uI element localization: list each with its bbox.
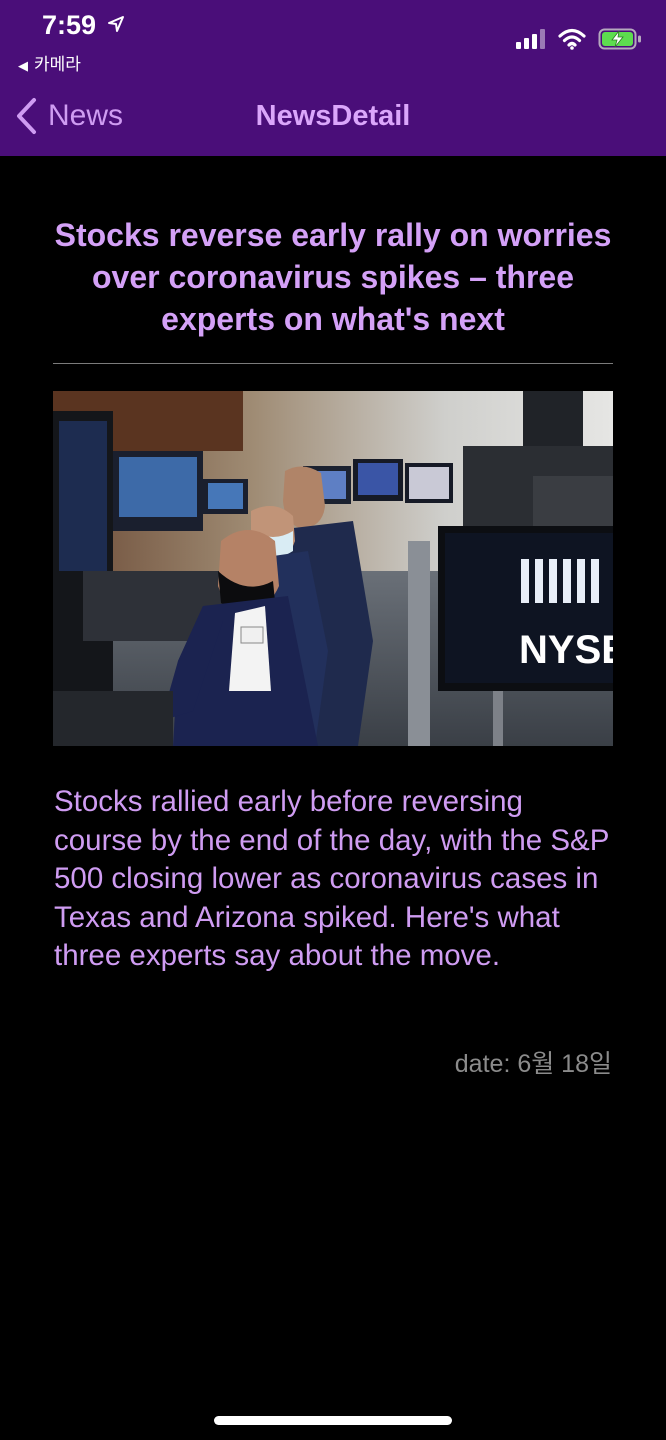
location-arrow-icon: [108, 16, 124, 32]
wifi-icon: [558, 28, 586, 50]
chevron-left-icon: [17, 98, 36, 134]
status-time: 7:59: [42, 10, 97, 40]
back-triangle-icon: ◀: [18, 58, 28, 73]
stock-exchange-photo: NYSE: [53, 391, 613, 746]
back-button-label: News: [48, 99, 124, 132]
home-indicator[interactable]: [214, 1416, 452, 1425]
navigation-header: 7:59 ◀ 카메라 News NewsDetail: [0, 0, 666, 156]
status-icons: [516, 28, 642, 50]
nyse-sign-text: NYSE: [519, 628, 613, 672]
article-headline: Stocks reverse early rally on worries ov…: [54, 217, 612, 337]
back-button[interactable]: News: [14, 96, 123, 136]
article-date: date: 6월 18일: [454, 1050, 612, 1078]
article-summary: Stocks rallied early before reversing co…: [54, 785, 609, 972]
signal-icon: [516, 29, 545, 49]
battery-charging-icon: [598, 28, 641, 50]
back-app-label: 카메라: [34, 55, 81, 74]
article-image: NYSE: [53, 391, 613, 746]
nav-title: NewsDetail: [255, 100, 411, 132]
back-to-app-link[interactable]: ◀ 카메라: [18, 50, 81, 75]
divider: [53, 363, 613, 364]
